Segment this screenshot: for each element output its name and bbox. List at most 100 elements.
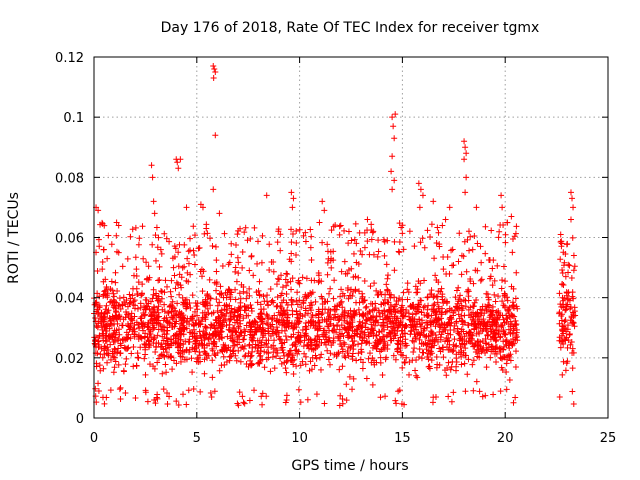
data-point	[174, 159, 181, 166]
data-point	[133, 272, 140, 279]
data-point	[473, 324, 480, 331]
data-point	[336, 223, 343, 230]
data-point	[237, 358, 244, 365]
data-point	[344, 350, 351, 357]
data-point	[160, 327, 167, 334]
data-point	[166, 238, 173, 245]
data-point	[163, 369, 170, 376]
data-point	[465, 228, 472, 235]
y-tick-label: 0.04	[55, 292, 84, 307]
data-point	[418, 355, 425, 362]
data-point	[282, 276, 289, 283]
data-point	[231, 309, 238, 316]
data-point	[463, 150, 470, 157]
data-point	[187, 305, 194, 312]
data-point	[418, 317, 425, 324]
data-point	[170, 264, 177, 271]
data-point	[154, 244, 161, 251]
data-point	[132, 224, 139, 231]
data-point	[406, 316, 413, 323]
data-point	[209, 374, 216, 381]
data-point	[196, 340, 203, 347]
data-point	[140, 310, 147, 317]
data-point	[248, 362, 255, 369]
data-point	[343, 381, 350, 388]
data-point	[161, 301, 168, 308]
data-point	[288, 322, 295, 329]
data-point	[254, 260, 261, 267]
data-point	[278, 272, 285, 279]
data-point	[384, 275, 391, 282]
data-point	[452, 367, 459, 374]
data-point	[507, 357, 514, 364]
data-point	[302, 229, 309, 236]
data-point	[274, 349, 281, 356]
data-point	[259, 318, 266, 325]
data-point	[183, 319, 190, 326]
data-point	[142, 371, 149, 378]
data-point	[226, 327, 233, 334]
data-point	[491, 277, 498, 284]
data-point	[247, 357, 254, 364]
data-point	[136, 324, 143, 331]
data-point	[246, 342, 253, 349]
data-point	[154, 391, 161, 398]
data-point	[394, 315, 401, 322]
data-point	[135, 279, 142, 286]
data-point	[460, 296, 467, 303]
data-point	[474, 346, 481, 353]
data-point	[400, 246, 407, 253]
data-point	[181, 325, 188, 332]
data-point	[480, 325, 487, 332]
data-point	[316, 354, 323, 361]
data-point	[315, 272, 322, 279]
data-point	[508, 312, 515, 319]
data-point	[125, 344, 132, 351]
data-point	[109, 299, 116, 306]
data-point	[435, 229, 442, 236]
data-point	[345, 352, 352, 359]
data-point	[243, 360, 250, 367]
data-point	[569, 195, 576, 202]
data-point	[261, 364, 268, 371]
data-point	[348, 237, 355, 244]
data-point	[191, 322, 198, 329]
data-point	[497, 322, 504, 329]
data-point	[111, 354, 118, 361]
data-point	[567, 189, 574, 196]
data-point	[368, 226, 375, 233]
data-point	[293, 251, 300, 258]
data-point	[349, 356, 356, 363]
data-point	[345, 332, 352, 339]
data-point	[279, 344, 286, 351]
data-point	[566, 331, 573, 338]
data-point	[224, 333, 231, 340]
data-point	[491, 319, 498, 326]
data-point	[473, 378, 480, 385]
data-point	[120, 294, 127, 301]
data-point	[178, 274, 185, 281]
data-point	[162, 277, 169, 284]
data-point	[177, 330, 184, 337]
data-point	[411, 345, 418, 352]
data-point	[342, 270, 349, 277]
data-point	[152, 400, 159, 407]
data-point	[131, 297, 138, 304]
data-point	[110, 290, 117, 297]
data-point	[185, 278, 192, 285]
data-point	[127, 233, 134, 240]
data-point	[416, 316, 423, 323]
data-point	[198, 318, 205, 325]
data-point	[563, 360, 570, 367]
data-point	[431, 255, 438, 262]
data-point	[474, 267, 481, 274]
data-point	[428, 291, 435, 298]
data-point	[111, 338, 118, 345]
data-point	[364, 310, 371, 317]
data-point	[314, 338, 321, 345]
data-point	[423, 346, 430, 353]
data-point	[335, 350, 342, 357]
data-point	[142, 389, 149, 396]
data-point	[566, 262, 573, 269]
data-point	[478, 259, 485, 266]
